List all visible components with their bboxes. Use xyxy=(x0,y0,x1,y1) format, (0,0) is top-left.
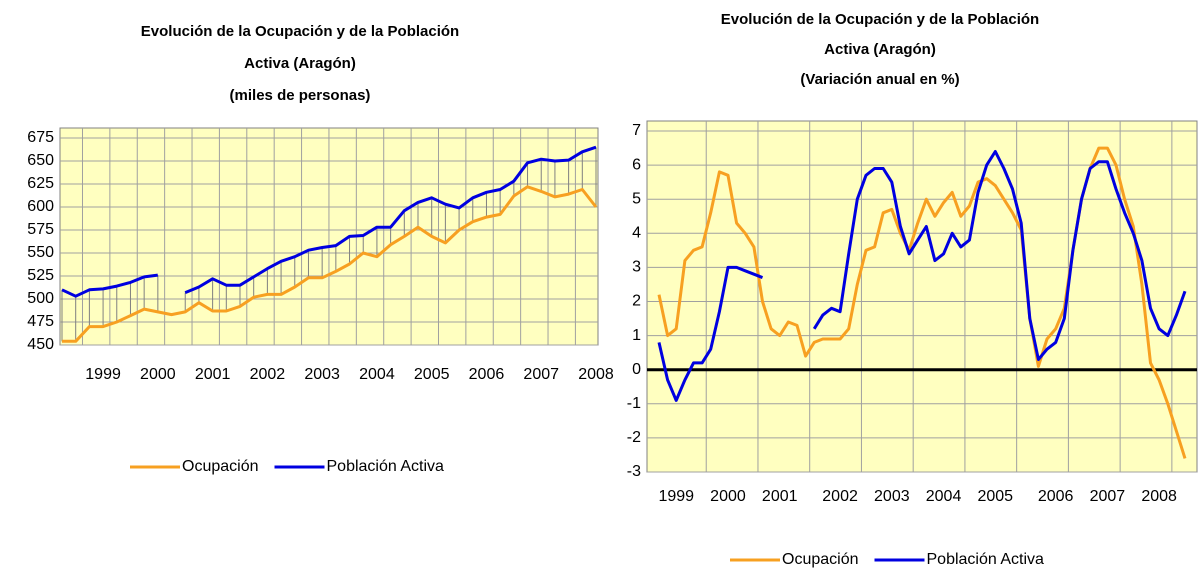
y-tick-label: 7 xyxy=(632,122,641,139)
chart-title: (Variación anual en %) xyxy=(800,71,959,88)
x-tick-label: 2001 xyxy=(195,366,231,383)
y-tick-label: 1 xyxy=(632,327,641,344)
legend-label: Población Activa xyxy=(927,551,1045,568)
x-tick-label: 1999 xyxy=(658,488,694,505)
y-tick-label: -1 xyxy=(627,395,641,412)
y-tick-label: 650 xyxy=(27,152,54,169)
x-tick-label: 2004 xyxy=(359,366,395,383)
x-tick-label: 2006 xyxy=(469,366,505,383)
y-tick-label: 450 xyxy=(27,336,54,353)
x-tick-label: 1999 xyxy=(85,366,121,383)
x-tick-label: 2004 xyxy=(926,488,962,505)
y-tick-label: -2 xyxy=(627,429,641,446)
y-tick-label: 0 xyxy=(632,361,641,378)
x-tick-label: 2007 xyxy=(523,366,559,383)
legend-label: Ocupación xyxy=(182,458,259,475)
y-tick-label: 675 xyxy=(27,129,54,146)
y-tick-label: 600 xyxy=(27,198,54,215)
y-tick-label: 4 xyxy=(632,225,641,242)
y-tick-label: 6 xyxy=(632,156,641,173)
y-tick-label: -3 xyxy=(627,463,641,480)
x-tick-label: 2005 xyxy=(414,366,450,383)
x-tick-label: 2001 xyxy=(762,488,798,505)
chart-title: Activa (Aragón) xyxy=(244,55,356,72)
plot-area xyxy=(646,120,1198,473)
x-tick-label: 2002 xyxy=(822,488,858,505)
x-tick-label: 2008 xyxy=(1141,488,1177,505)
series-line xyxy=(657,150,1187,402)
y-tick-label: 550 xyxy=(27,244,54,261)
x-tick-label: 2007 xyxy=(1090,488,1126,505)
y-tick-label: 500 xyxy=(27,290,54,307)
legend-label: Ocupación xyxy=(782,551,859,568)
series-line xyxy=(61,145,597,298)
x-tick-label: 2006 xyxy=(1038,488,1074,505)
legend-label: Población Activa xyxy=(327,458,445,475)
x-tick-label: 2003 xyxy=(874,488,910,505)
x-tick-label: 2003 xyxy=(304,366,340,383)
y-tick-label: 525 xyxy=(27,267,54,284)
x-tick-label: 2005 xyxy=(977,488,1013,505)
x-tick-label: 2000 xyxy=(710,488,746,505)
y-tick-label: 475 xyxy=(27,313,54,330)
x-tick-label: 2000 xyxy=(140,366,176,383)
chart-title: (miles de personas) xyxy=(230,87,371,104)
chart-title: Evolución de la Ocupación y de la Poblac… xyxy=(141,23,459,40)
y-tick-label: 2 xyxy=(632,293,641,310)
series-line xyxy=(657,146,1187,459)
x-tick-label: 2008 xyxy=(578,366,614,383)
y-tick-label: 5 xyxy=(632,190,641,207)
y-tick-label: 575 xyxy=(27,221,54,238)
chart-title: Activa (Aragón) xyxy=(824,41,936,58)
y-tick-label: 3 xyxy=(632,259,641,276)
chart-title: Evolución de la Ocupación y de la Poblac… xyxy=(721,11,1039,28)
series-line xyxy=(62,185,598,343)
x-tick-label: 2002 xyxy=(250,366,286,383)
y-tick-label: 625 xyxy=(27,175,54,192)
